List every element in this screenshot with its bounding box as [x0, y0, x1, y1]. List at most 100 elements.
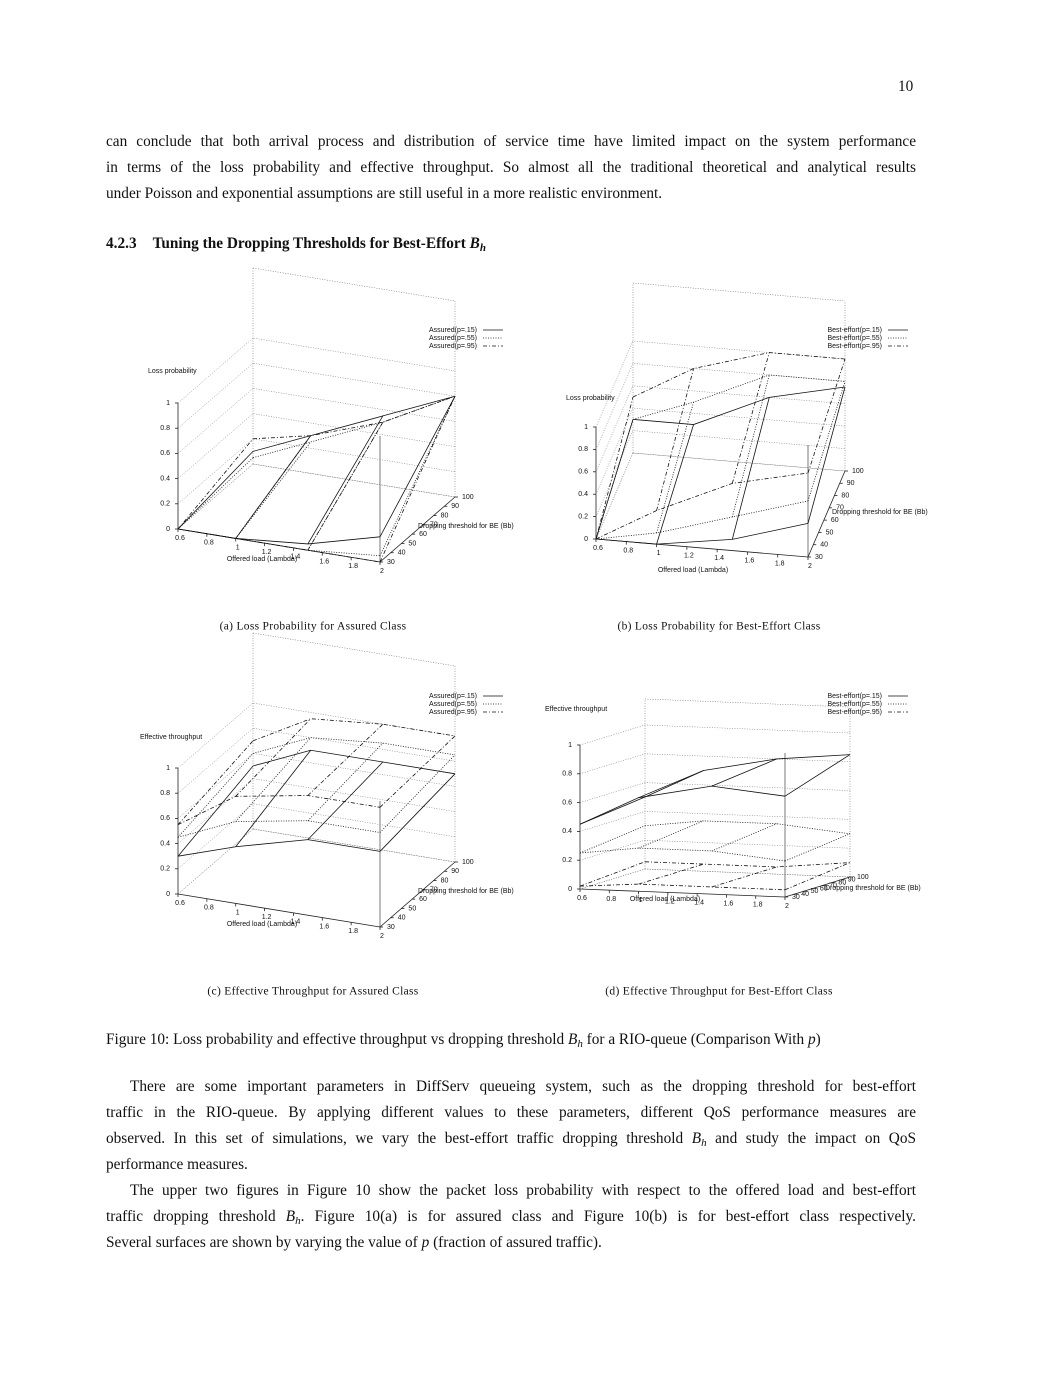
z-tick-label: 0.6 [160, 450, 170, 457]
box-edge [644, 698, 851, 708]
y-tick-label: 70 [836, 505, 844, 512]
legend-label: Best-effort(p=.15) [827, 327, 882, 334]
z-tick-label: 0.6 [562, 799, 572, 806]
text: ) [815, 1031, 821, 1048]
grid-line [579, 868, 851, 890]
legend-label: Best-effort(p=.95) [827, 343, 882, 350]
grid-line [579, 753, 851, 775]
z-tick-label: 0.2 [160, 501, 170, 508]
box-edge [177, 463, 254, 530]
y-axis-label: Dropping threshold for BE (Bb) [825, 885, 921, 892]
text: Tuning the Dropping Thresholds for Best-… [152, 235, 470, 252]
grid-line [579, 839, 851, 861]
surface-line [235, 435, 312, 539]
x-tick-label: 1.2 [262, 914, 272, 921]
surface-line [307, 422, 384, 551]
y-tick-label: 40 [398, 915, 406, 922]
surface-line [731, 374, 770, 518]
y-tick-label: 70 [430, 887, 438, 894]
surface-line [638, 863, 704, 885]
x-tick-label: 0.8 [204, 540, 214, 547]
y-tick-label: 60 [419, 896, 427, 903]
grid-line [177, 413, 456, 479]
box-edge [252, 463, 456, 498]
y-tick-label: 50 [408, 540, 416, 547]
y-tick-label: 70 [430, 522, 438, 529]
y-axis-label: Dropping threshold for BE (Bb) [832, 509, 928, 516]
grid-line [177, 337, 456, 404]
x-tick-label: 2 [380, 933, 384, 940]
surface-line [784, 833, 851, 862]
y-tick-label: 30 [387, 924, 395, 931]
surface-line [177, 795, 381, 826]
surface-line [252, 718, 456, 742]
subfigure-caption: (d) Effective Throughput for Best-Effort… [605, 986, 833, 998]
x-tick-label: 1 [236, 544, 240, 551]
surface-line [252, 737, 456, 756]
z-tick-label: 0 [166, 891, 170, 898]
surface-line [807, 358, 846, 474]
surface-line [579, 861, 646, 887]
x-tick-label: 1.2 [684, 553, 694, 560]
grid-line [595, 385, 846, 472]
y-tick-label: 50 [408, 905, 416, 912]
y-tick-label: 30 [815, 554, 823, 561]
grid-line [177, 828, 456, 895]
legend-label: Best-effort(p=.55) [827, 335, 882, 342]
y-tick-label: 40 [801, 891, 809, 898]
x-tick-label: 0.6 [577, 895, 587, 902]
x-tick-label: 1.4 [694, 899, 704, 906]
grid-line [177, 803, 456, 869]
legend-label: Assured(p=.15) [429, 327, 477, 334]
x-tick-label: 0.6 [175, 535, 185, 542]
surface-line [579, 785, 786, 825]
x-tick-label: 1.6 [724, 901, 734, 908]
text: The upper two figures in Figure 10 show … [130, 1182, 916, 1199]
z-tick-label: 0.8 [562, 771, 572, 778]
math-var: B [691, 1130, 702, 1147]
grid-line [595, 407, 846, 495]
z-axis-label: Effective throughput [140, 734, 202, 741]
math-var: B [567, 1031, 578, 1048]
y-tick-label: 90 [847, 480, 855, 487]
text: Several surfaces are shown by varying th… [106, 1234, 422, 1251]
x-tick-label: 0.6 [175, 900, 185, 907]
surface-line [235, 718, 312, 797]
box-edge [252, 267, 456, 302]
x-axis-label: Offered load (Lambda) [227, 556, 297, 563]
surface-line [595, 419, 634, 540]
y-axis-label: Dropping threshold for BE (Bb) [418, 888, 514, 895]
x-tick-label: 0.8 [204, 905, 214, 912]
legend-label: Best-effort(p=.55) [827, 701, 882, 708]
x-tick-label: 2 [380, 568, 384, 575]
grid-line [177, 778, 456, 844]
text-line: Several surfaces are shown by varying th… [106, 1234, 916, 1252]
surface-line [579, 847, 786, 862]
z-tick-label: 0 [568, 886, 572, 893]
x-axis-label: Offered load (Lambda) [227, 921, 297, 928]
math-var: p [807, 1031, 816, 1048]
y-tick-label: 90 [451, 503, 459, 510]
z-tick-label: 0.4 [578, 491, 588, 498]
y-tick-label: 80 [441, 512, 449, 519]
z-axis-label: Effective throughput [545, 706, 607, 713]
y-tick-label: 100 [462, 494, 474, 501]
grid-line [177, 362, 456, 429]
y-tick-label: 50 [811, 888, 819, 895]
z-axis-label: Loss probability [148, 368, 197, 375]
z-tick-label: 1 [166, 400, 170, 407]
surface-line [177, 438, 254, 530]
y-tick-label: 100 [857, 874, 869, 881]
x-tick-label: 1.4 [291, 919, 301, 926]
z-tick-label: 1 [568, 742, 572, 749]
y-tick-label: 70 [829, 882, 837, 889]
y-axis [379, 496, 456, 563]
x-tick-label: 1.6 [319, 558, 329, 565]
y-tick-label: 30 [387, 559, 395, 566]
surface-line [307, 761, 384, 840]
text: can conclude that both arrival process a… [106, 133, 916, 150]
grid-line [177, 463, 456, 530]
surface-line [379, 754, 456, 833]
surface-line [632, 386, 846, 425]
